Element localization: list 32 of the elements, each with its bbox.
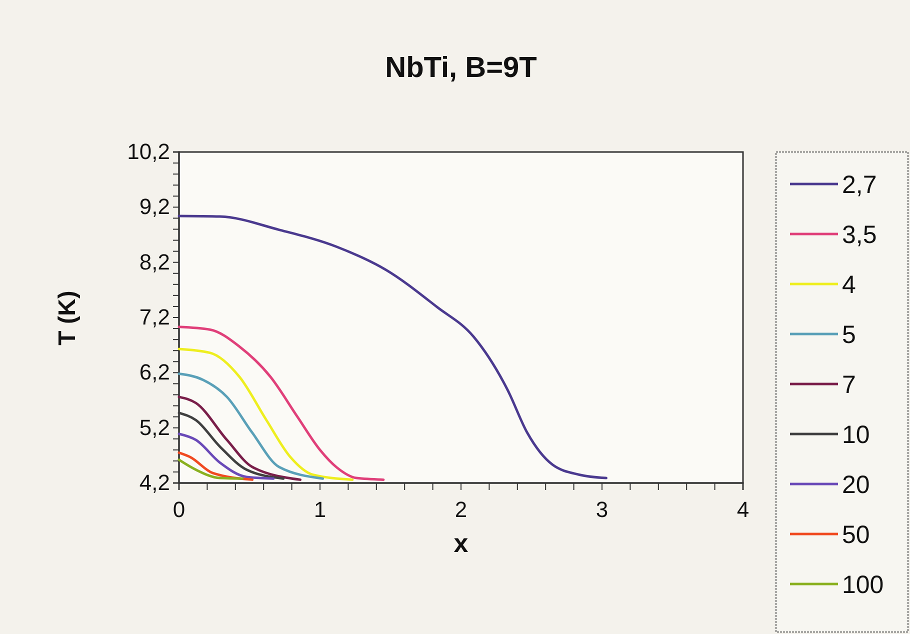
legend-label: 5 <box>842 321 856 349</box>
y-tick-label: 10,2 <box>127 139 170 164</box>
legend-label: 2,7 <box>842 171 877 199</box>
x-tick-label: 3 <box>596 497 608 522</box>
x-tick-label: 2 <box>454 497 468 522</box>
x-tick-label: 1 <box>314 497 326 522</box>
x-tick-label: 0 <box>172 497 186 522</box>
legend-label: 7 <box>842 371 856 399</box>
y-tick-label: 4,2 <box>139 470 170 496</box>
line-series <box>178 326 385 481</box>
line-series <box>178 348 354 481</box>
legend-label: 100 <box>842 571 884 599</box>
y-tick-label: 5,2 <box>139 414 170 440</box>
y-tick-label: 6,2 <box>139 360 170 385</box>
line-series <box>178 412 285 480</box>
x-tick-label: 4 <box>736 497 750 522</box>
line-series <box>178 372 324 480</box>
legend-label: 10 <box>842 421 870 449</box>
line-series <box>178 396 302 481</box>
legend-label: 4 <box>842 271 856 299</box>
y-tick-label: 7,2 <box>139 304 170 330</box>
legend-label: 3,5 <box>842 221 877 249</box>
line-series <box>178 214 608 480</box>
line-series <box>178 432 275 480</box>
chart-title: NbTi, B=9T <box>385 52 538 84</box>
legend-label: 20 <box>842 471 870 499</box>
y-tick-label: 9,2 <box>139 194 170 220</box>
x-axis-title: x <box>454 528 469 558</box>
line-series <box>178 458 244 480</box>
y-axis-title: T (K) <box>54 290 81 346</box>
legend-label: 50 <box>842 521 870 549</box>
y-tick-label: 8,2 <box>139 249 170 274</box>
